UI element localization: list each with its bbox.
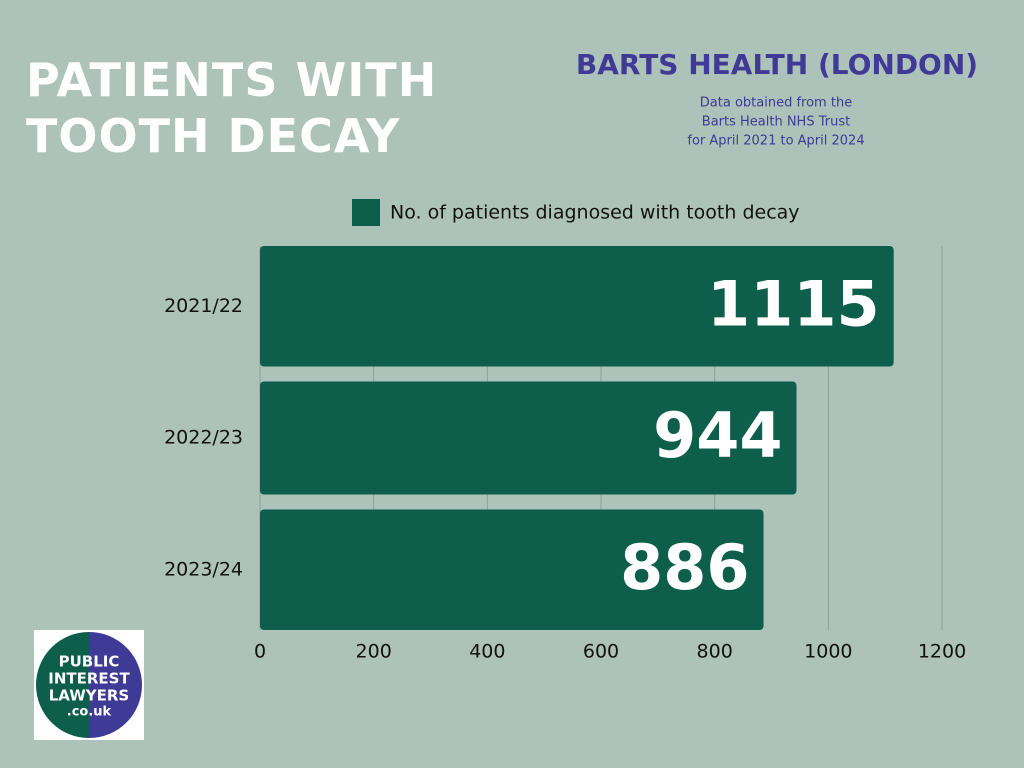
y-tick-label: 2022/23	[164, 427, 243, 449]
logo-text: PUBLIC	[59, 653, 120, 671]
subtitle: Data obtained from the	[700, 96, 852, 111]
subtitle: Barts Health NHS Trust	[702, 115, 850, 130]
logo: PUBLIC INTEREST LAWYERS .co.uk	[34, 630, 144, 740]
value-label: 1115	[707, 267, 880, 340]
logo-text: .co.uk	[67, 705, 112, 720]
logo-half	[36, 632, 89, 738]
x-tick-label: 600	[583, 641, 619, 663]
legend-label: No. of patients diagnosed with tooth dec…	[390, 202, 800, 224]
bar	[260, 246, 894, 367]
y-tick-label: 2023/24	[164, 558, 243, 580]
subtitle: for April 2021 to April 2024	[687, 134, 864, 149]
logo-half	[89, 632, 142, 738]
x-tick-label: 1000	[804, 641, 852, 663]
logo-text: INTEREST	[48, 670, 130, 688]
bar	[260, 381, 797, 495]
bar	[260, 509, 764, 630]
x-tick-label: 1200	[918, 641, 966, 663]
organization: BARTS HEALTH (LONDON)	[576, 48, 978, 81]
x-tick-label: 200	[356, 641, 392, 663]
value-label: 886	[620, 531, 749, 604]
value-label: 944	[653, 399, 782, 472]
x-tick-label: 400	[469, 641, 505, 663]
y-tick-label: 2021/22	[164, 295, 243, 317]
plot: 0 200 400 600 800 1000 1200 1115 2021/22 944 2022/…	[164, 246, 966, 663]
logo-text: LAWYERS	[49, 687, 130, 705]
chart-title: PATIENTS WITH TOOTH DECAY	[26, 53, 438, 163]
x-tick-label: 800	[697, 641, 733, 663]
legend-swatch	[352, 199, 380, 226]
x-tick-label: 0	[254, 641, 266, 663]
